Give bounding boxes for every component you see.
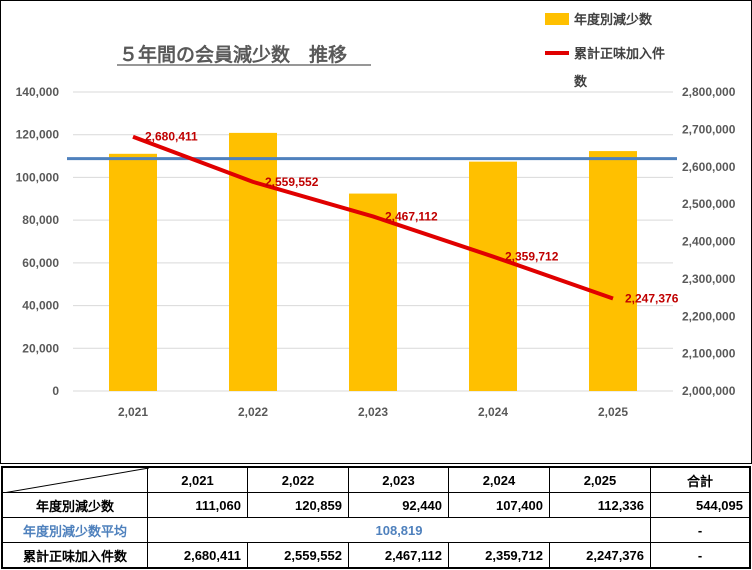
decrease-2024: 107,400 — [447, 492, 550, 518]
bar-2,022 — [229, 132, 277, 391]
legend-bar-swatch — [545, 13, 569, 25]
table-row: 年度別減少数平均 108,819 - — [1, 517, 751, 543]
x-axis-tick: 2,023 — [358, 405, 388, 419]
x-axis-tick: 2,025 — [598, 405, 628, 419]
line-data-label: 2,559,552 — [265, 175, 319, 189]
bar-2,024 — [469, 161, 517, 391]
table-header-row: 2,021 2,022 2,023 2,024 2,025 合計 — [1, 466, 751, 493]
header-year-1: 2,021 — [147, 466, 248, 493]
average-value: 108,819 — [147, 517, 651, 543]
cumulative-line — [132, 134, 614, 301]
line-data-label: 2,680,411 — [145, 130, 198, 144]
decrease-total: 544,095 — [650, 492, 751, 518]
cumulative-total: - — [650, 542, 751, 569]
row-label-decrease: 年度別減少数 — [1, 492, 148, 518]
average-total: - — [650, 517, 751, 543]
right-axis-tick: 2,300,000 — [682, 272, 736, 286]
right-axis-tick: 2,600,000 — [682, 160, 736, 174]
left-axis-tick: 0 — [52, 384, 59, 398]
header-year-3: 2,023 — [347, 466, 449, 493]
data-table: 2,021 2,022 2,023 2,024 2,025 合計 年度別減少数 … — [1, 466, 751, 569]
cumulative-2022: 2,559,552 — [246, 542, 349, 569]
decrease-2023: 92,440 — [347, 492, 449, 518]
corner-diagonal — [3, 468, 149, 493]
right-axis-tick: 2,100,000 — [682, 347, 736, 361]
left-axis-tick: 80,000 — [22, 213, 59, 227]
left-axis-tick: 120,000 — [16, 128, 60, 142]
decrease-2022: 120,859 — [246, 492, 349, 518]
bar-2,021 — [109, 153, 157, 391]
legend-line-label-2: 数 — [574, 74, 588, 89]
left-axis-tick: 100,000 — [16, 170, 60, 184]
decrease-2025: 112,336 — [548, 492, 652, 518]
cumulative-2021: 2,680,411 — [147, 542, 248, 569]
header-year-2: 2,022 — [246, 466, 349, 493]
table-row: 累計正味加入件数 2,680,411 2,559,552 2,467,112 2… — [1, 542, 751, 569]
row-label-average: 年度別減少数平均 — [1, 517, 148, 543]
x-axis-tick: 2,021 — [118, 405, 148, 419]
table-corner-cell — [1, 466, 149, 493]
decrease-2021: 111,060 — [147, 492, 248, 518]
right-axis-tick: 2,000,000 — [682, 384, 736, 398]
bar-2,025 — [589, 151, 637, 391]
left-axis-tick: 60,000 — [22, 256, 59, 270]
chart-svg: 0 20,000 40,000 60,000 80,000 100,000 120,000 1… — [16, 12, 736, 419]
left-axis-tick: 140,000 — [16, 85, 60, 99]
right-axis-tick: 2,500,000 — [682, 197, 736, 211]
legend-bar-label: 年度別減少数 — [574, 12, 653, 27]
line-data-label: 2,359,712 — [505, 250, 559, 264]
cumulative-2024: 2,359,712 — [447, 542, 550, 569]
row-label-cumulative: 累計正味加入件数 — [1, 542, 148, 569]
chart-title: ５年間の会員減少数 推移 — [119, 43, 347, 66]
header-year-4: 2,024 — [447, 466, 550, 493]
header-total: 合計 — [650, 466, 751, 493]
cumulative-2023: 2,467,112 — [347, 542, 449, 569]
left-axis-tick: 40,000 — [22, 299, 59, 313]
line-data-label: 2,467,112 — [385, 209, 438, 223]
left-axis-tick: 20,000 — [22, 341, 59, 355]
right-axis-tick: 2,700,000 — [682, 122, 736, 136]
chart-area: 0 20,000 40,000 60,000 80,000 100,000 120,000 1… — [0, 0, 752, 464]
legend-line-label-1: 累計正味加入件 — [574, 46, 665, 61]
x-axis-tick: 2,022 — [238, 405, 268, 419]
right-axis-tick: 2,200,000 — [682, 309, 736, 323]
cumulative-2025: 2,247,376 — [548, 542, 652, 569]
header-year-5: 2,025 — [548, 466, 652, 493]
table-row: 年度別減少数 111,060 120,859 92,440 107,400 11… — [1, 492, 751, 518]
bar-2,023 — [349, 193, 397, 391]
x-axis-tick: 2,024 — [478, 405, 508, 419]
right-axis-tick: 2,800,000 — [682, 85, 736, 99]
line-data-label: 2,247,376 — [625, 292, 679, 306]
right-axis-tick: 2,400,000 — [682, 235, 736, 249]
